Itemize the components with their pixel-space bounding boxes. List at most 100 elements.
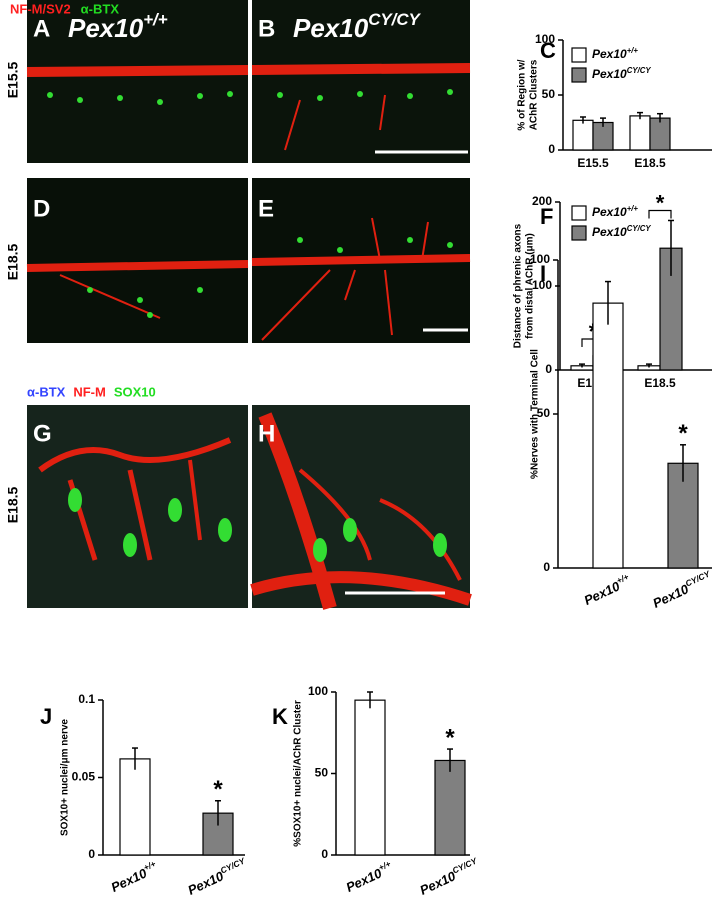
x-tick-label: E18.5	[634, 156, 666, 170]
significance-bracket	[648, 209, 672, 219]
x-tick-label-sup: CY/CY	[219, 855, 248, 876]
bar	[119, 758, 151, 856]
legend-label: Pex10CY/CY	[592, 66, 651, 82]
genotype-label-main: Pex10	[68, 13, 144, 43]
y-tick-label: 0.05	[72, 770, 96, 784]
legend-label-main: Pex10	[592, 225, 627, 239]
legend-label: Pex10+/+	[592, 46, 638, 62]
annotation: *	[445, 724, 455, 751]
genotype-label-main: Pex10	[293, 13, 369, 43]
genotype-label: Pex10CY/CY	[293, 10, 422, 43]
error-bar	[657, 112, 663, 123]
bar	[649, 117, 671, 151]
error-bar	[668, 219, 674, 276]
panel-label: H	[258, 420, 275, 447]
error-bar	[580, 116, 586, 124]
bar	[592, 302, 624, 569]
x-tick-label-sup: +/+	[615, 572, 630, 586]
nerve-signal	[26, 63, 472, 610]
stain-label: NF-M	[73, 384, 106, 399]
legend-label-sup: +/+	[627, 204, 639, 213]
x-tick-label: Pex10CY/CY	[417, 855, 483, 898]
stain-label: α-BTX	[27, 384, 66, 399]
y-tick-label: 0	[548, 142, 555, 156]
legend-label: Pex10+/+	[592, 204, 638, 220]
error-bar	[605, 280, 611, 325]
panel-label: B	[258, 15, 275, 42]
micrograph-a	[27, 0, 248, 163]
legend-label: Pex10CY/CY	[592, 224, 651, 240]
genotype-label: Pex10+/+	[68, 10, 168, 43]
y-tick-label: 0.1	[78, 692, 95, 706]
y-tick-label: 0	[321, 847, 328, 861]
legend-label-sup: +/+	[627, 46, 639, 55]
annotation: *	[213, 776, 223, 803]
y-axis-label: %Nerves with Terminal Cell	[530, 349, 541, 479]
y-tick-label: 100	[535, 32, 555, 46]
error-bar	[132, 747, 138, 770]
legend-swatch	[571, 205, 587, 221]
row-label: E15.5	[5, 61, 21, 98]
y-tick-label: 100	[530, 252, 550, 266]
x-tick-label: Pex10+/+	[343, 859, 395, 896]
legend-label-main: Pex10	[592, 205, 627, 219]
legend-swatch	[571, 67, 587, 83]
legend-label-sup: CY/CY	[627, 66, 652, 75]
legend-label-main: Pex10	[592, 67, 627, 81]
error-bar	[579, 363, 585, 368]
y-tick-label: 0	[543, 560, 550, 574]
panel-label: F	[540, 204, 553, 229]
genotype-label-sup: +/+	[143, 10, 168, 29]
error-bar	[600, 117, 606, 127]
y-tick-label: 50	[537, 406, 551, 420]
y-tick-label: 200	[532, 194, 552, 208]
y-tick-label: 100	[308, 684, 328, 698]
y-tick-label: 50	[315, 766, 329, 780]
x-tick-label: Pex10CY/CY	[650, 568, 716, 611]
y-axis-label: AChR Clusters	[529, 59, 540, 130]
x-tick-label: E18.5	[644, 376, 676, 390]
x-tick-label-sup: CY/CY	[451, 855, 480, 876]
y-tick-label: 50	[542, 87, 556, 101]
panel-label: K	[272, 704, 288, 729]
y-axis-label: SOX10+ nuclei/μm nerve	[60, 719, 71, 836]
ach-clusters	[47, 89, 453, 562]
x-tick-label-sup: +/+	[142, 859, 157, 873]
x-tick-label: E15.5	[577, 156, 609, 170]
error-bar	[637, 111, 643, 120]
panel-label: A	[33, 15, 50, 42]
y-axis-label: Distance of phrenic axons	[513, 223, 524, 348]
y-tick-label: 0	[545, 362, 552, 376]
panel-label: I	[540, 261, 546, 286]
annotation: *	[656, 190, 665, 215]
panel-label: D	[33, 195, 50, 222]
panel-label: G	[33, 420, 52, 447]
row-label: E18.5	[5, 486, 21, 523]
x-tick-label: Pex10+/+	[581, 572, 633, 609]
error-bar	[447, 748, 453, 772]
legend-swatch	[571, 225, 587, 241]
x-tick-label: Pex10CY/CY	[185, 855, 251, 898]
legend-swatch	[571, 47, 587, 63]
bar	[572, 119, 594, 151]
panel-label: E	[258, 195, 274, 222]
micrographs	[26, 0, 472, 610]
micrograph-d	[27, 178, 248, 343]
y-tick-label: 100	[532, 278, 552, 292]
stain-label: α-BTX	[81, 1, 120, 16]
bar	[629, 115, 651, 151]
error-bar	[215, 800, 221, 826]
y-axis-label: % of Region w/	[517, 59, 528, 130]
y-tick-label: 0	[88, 847, 95, 861]
y-axis-label: from distal AChR (μm)	[525, 233, 536, 339]
stain-label: NF-M/SV2	[10, 1, 71, 16]
legend-label-main: Pex10	[592, 47, 627, 61]
panel-label: J	[40, 704, 52, 729]
legend-label-sup: CY/CY	[627, 224, 652, 233]
genotype-label-sup: CY/CY	[368, 10, 421, 29]
error-bar	[367, 691, 373, 709]
y-axis-label: %SOX10+ nuclei/AChR Cluster	[293, 700, 304, 847]
x-tick-label: Pex10+/+	[108, 859, 160, 896]
bar	[434, 759, 466, 856]
